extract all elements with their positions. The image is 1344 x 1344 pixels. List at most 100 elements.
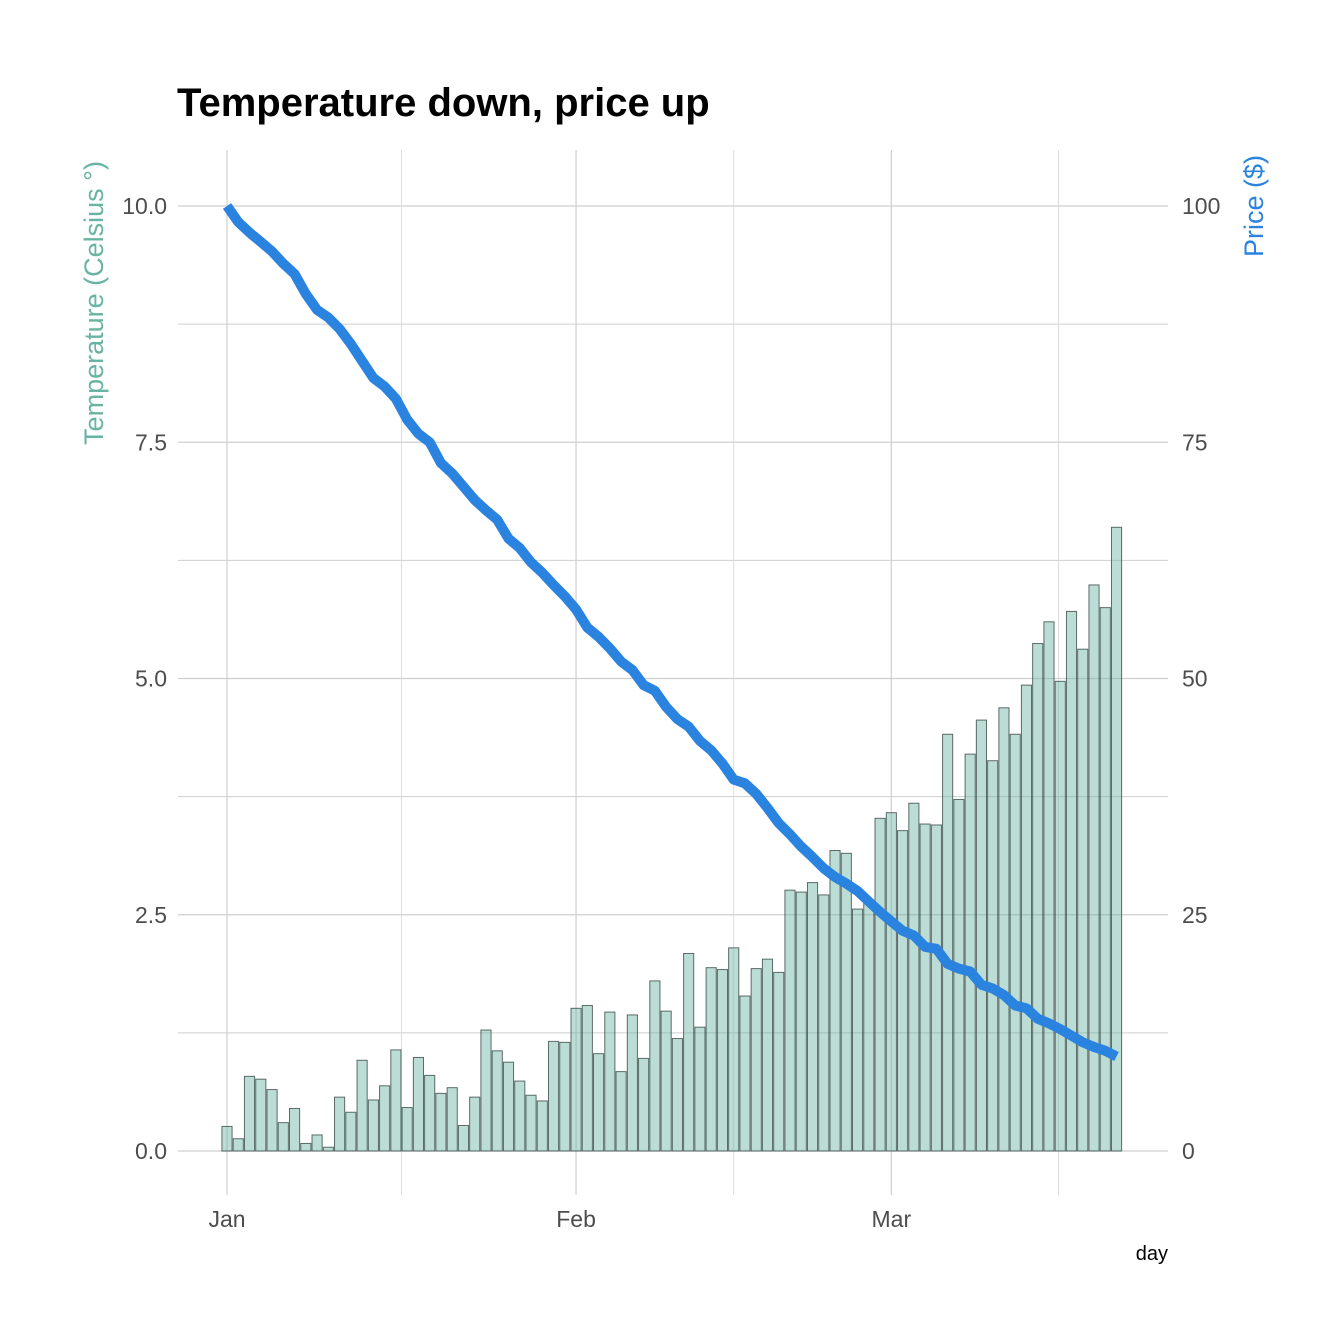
temperature-bar	[1065, 610, 1078, 1152]
temperature-bar	[514, 1080, 526, 1152]
y-right-tick-label: 50	[1182, 666, 1208, 692]
temperature-bar	[908, 802, 920, 1152]
temperature-bar	[390, 1049, 402, 1152]
temperature-bar	[1088, 584, 1100, 1152]
ticks: 0.0 2.5 5.0 7.5 10.0 0 25 50 75 100 Jan Feb Mar	[122, 193, 1220, 1232]
temperature-bar	[1110, 526, 1123, 1152]
temperature-bar	[863, 900, 875, 1152]
temperature-bar	[547, 1040, 560, 1152]
temperature-bar	[334, 1096, 346, 1152]
temperature-bar	[795, 891, 807, 1152]
temperature-bar	[919, 823, 931, 1152]
temperature-bar	[356, 1059, 368, 1152]
temperature-bar	[885, 812, 897, 1152]
temperature-bar	[964, 753, 976, 1152]
temperature-bar	[424, 1074, 436, 1152]
y-right-tick-label: 0	[1182, 1138, 1195, 1164]
temperature-bar	[1054, 680, 1066, 1152]
temperature-bar	[480, 1029, 492, 1152]
temperature-bars	[221, 526, 1123, 1152]
temperature-bar	[593, 1053, 605, 1152]
temperature-bar	[446, 1087, 458, 1152]
temperature-bar	[345, 1111, 357, 1152]
temperature-bar	[243, 1075, 256, 1152]
temperature-bar	[998, 707, 1010, 1152]
temperature-bar	[784, 889, 796, 1152]
temperature-bar	[683, 952, 695, 1152]
temperature-bar	[277, 1122, 289, 1152]
y-axis-right-label: Price ($)	[1239, 155, 1269, 257]
temperature-bar	[671, 1038, 683, 1152]
temperature-bar	[773, 971, 785, 1152]
temperature-bar	[649, 980, 661, 1152]
temperature-bar	[818, 894, 830, 1152]
y-left-tick-label: 5.0	[135, 666, 167, 692]
temperature-bar	[559, 1041, 571, 1152]
y-right-tick-label: 75	[1182, 429, 1208, 455]
y-left-tick-label: 0.0	[135, 1138, 167, 1164]
temperature-bar	[412, 1056, 424, 1152]
temperature-bar	[829, 849, 841, 1152]
y-right-tick-label: 100	[1182, 193, 1220, 219]
temperature-bar	[953, 798, 965, 1152]
temperature-bar	[806, 882, 819, 1152]
x-tick-label: Jan	[208, 1206, 245, 1232]
temperature-bar	[525, 1094, 537, 1152]
x-tick-label: Mar	[872, 1206, 912, 1232]
chart-title: Temperature down, price up	[177, 81, 710, 125]
temperature-bar	[660, 1010, 672, 1152]
temperature-bar	[581, 1004, 593, 1152]
temperature-bar	[638, 1057, 650, 1152]
temperature-bar	[469, 1096, 481, 1152]
temperature-bar	[942, 733, 954, 1152]
x-tick-label: Feb	[556, 1206, 596, 1232]
temperature-bar	[367, 1099, 379, 1152]
temperature-bar	[874, 817, 886, 1152]
temperature-bar	[322, 1146, 334, 1152]
temperature-bar	[987, 760, 999, 1152]
temperature-bar	[851, 908, 864, 1152]
temperature-bar	[604, 1011, 616, 1152]
temperature-bar	[615, 1071, 627, 1152]
temperature-bar	[1043, 621, 1055, 1152]
temperature-bar	[457, 1124, 470, 1152]
y-left-tick-label: 7.5	[135, 429, 167, 455]
y-right-tick-label: 25	[1182, 902, 1208, 928]
temperature-bar	[626, 1014, 638, 1152]
temperature-bar	[300, 1142, 312, 1152]
temperature-bar	[435, 1092, 447, 1152]
temperature-bar	[570, 1007, 582, 1152]
temperature-bar	[1032, 643, 1044, 1152]
temperature-bar	[694, 1026, 706, 1152]
temperature-bar	[705, 967, 717, 1152]
temperature-bar	[266, 1089, 278, 1152]
temperature-bar	[401, 1107, 413, 1152]
temperature-bar	[1099, 607, 1111, 1152]
temperature-bar	[750, 968, 762, 1152]
temperature-bar	[975, 719, 987, 1152]
temperature-bar	[739, 995, 751, 1152]
temperature-bar	[716, 969, 729, 1152]
temperature-bar	[232, 1138, 244, 1152]
y-axis-left-label: Temperature (Celsius °)	[79, 161, 109, 445]
temperature-bar	[288, 1107, 301, 1152]
temperature-bar	[1009, 733, 1021, 1152]
temperature-bar	[728, 947, 740, 1152]
temperature-bar	[1020, 684, 1033, 1152]
temperature-bar	[311, 1134, 323, 1152]
temperature-bar	[536, 1100, 548, 1152]
temperature-bar	[502, 1061, 515, 1152]
temperature-bar	[491, 1050, 503, 1152]
price-line	[222, 203, 1119, 1061]
temperature-bar	[221, 1125, 233, 1152]
x-axis-label: day	[1136, 1243, 1168, 1265]
temperature-bar	[897, 830, 909, 1152]
grid	[178, 150, 1168, 1195]
temperature-bar	[255, 1078, 267, 1152]
y-left-tick-label: 10.0	[122, 193, 167, 219]
temperature-bar	[840, 852, 852, 1152]
temperature-bar	[1077, 648, 1089, 1152]
y-left-tick-label: 2.5	[135, 902, 167, 928]
temperature-bar	[930, 824, 942, 1152]
